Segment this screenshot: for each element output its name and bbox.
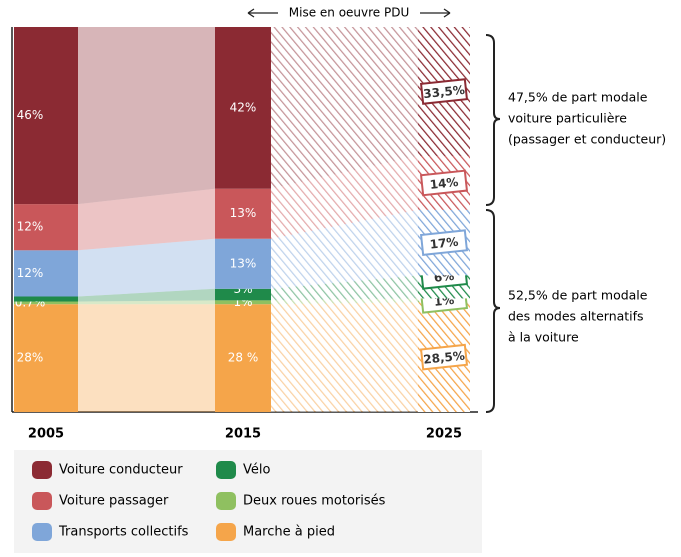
value-label-text: 17% <box>429 235 459 252</box>
x-tick-label: 2025 <box>426 427 462 442</box>
value-label-text: 28,5% <box>423 348 466 366</box>
transition <box>78 27 215 205</box>
bar-segment <box>215 300 271 305</box>
bar-segment <box>14 301 78 305</box>
value-label: 12% <box>17 266 44 280</box>
bar-segment <box>215 288 271 301</box>
annotation: (passager et conducteur) <box>508 132 666 147</box>
transition <box>78 238 215 297</box>
legend-box <box>14 450 482 553</box>
value-label: 28 % <box>228 351 259 365</box>
annotation: à la voiture <box>508 330 579 345</box>
bar-segment <box>215 304 271 412</box>
brace <box>485 34 501 206</box>
x-tick-label: 2005 <box>28 427 64 442</box>
value-label: 12% <box>17 220 44 234</box>
bar-segment <box>14 27 78 205</box>
value-label: 42% <box>230 100 257 114</box>
value-label: 14% <box>419 169 469 197</box>
transition <box>271 27 418 189</box>
transition <box>78 188 215 251</box>
value-label: 13% <box>230 206 257 220</box>
value-label-text: 14% <box>429 175 459 192</box>
transition <box>271 209 418 289</box>
annotation: des modes alternatifs <box>508 309 644 324</box>
bar-segment <box>14 296 78 302</box>
transition <box>271 155 418 239</box>
bar-segment <box>14 304 78 412</box>
value-label: 28% <box>17 351 44 365</box>
value-label: 13% <box>230 256 257 270</box>
legend-swatch <box>216 461 236 479</box>
transition <box>271 275 418 301</box>
value-label: 28,5% <box>419 343 469 371</box>
label-box <box>419 343 469 371</box>
legend-label: Voiture passager <box>59 494 169 509</box>
legend-label: Deux roues motorisés <box>243 494 386 509</box>
legend-label: Voiture conducteur <box>59 463 183 478</box>
arrow <box>247 8 451 18</box>
legend-swatch <box>32 492 52 510</box>
transition <box>271 298 418 305</box>
annotation: 52,5% de part modale <box>508 288 648 303</box>
transition <box>78 300 215 305</box>
transition <box>78 288 215 302</box>
label-box <box>419 229 469 256</box>
bar-segment <box>215 238 271 289</box>
bar-segment <box>215 27 271 189</box>
legend-swatch <box>32 523 52 541</box>
value-label: 17% <box>419 229 469 256</box>
transition <box>271 302 418 412</box>
value-label-text: 33,5% <box>423 83 466 101</box>
bar-segment <box>14 204 78 251</box>
x-tick-label: 2015 <box>225 427 261 442</box>
bar-segment <box>14 250 78 297</box>
legend-swatch <box>32 461 52 479</box>
legend-label: Transports collectifs <box>58 525 189 540</box>
value-label: 33,5% <box>419 78 469 105</box>
annotation: voiture particulière <box>508 111 627 126</box>
legend-label: Marche à pied <box>243 525 335 540</box>
bar-segment <box>215 188 271 239</box>
brace <box>485 209 501 413</box>
legend-swatch <box>216 492 236 510</box>
label-box <box>419 169 469 197</box>
legend-swatch <box>216 523 236 541</box>
transition <box>78 304 215 412</box>
value-label: 46% <box>17 108 44 122</box>
legend-label: Vélo <box>243 463 270 478</box>
annotation: 47,5% de part modale <box>508 90 648 105</box>
label-box <box>419 78 469 105</box>
annotation: Mise en oeuvre PDU <box>289 6 410 20</box>
